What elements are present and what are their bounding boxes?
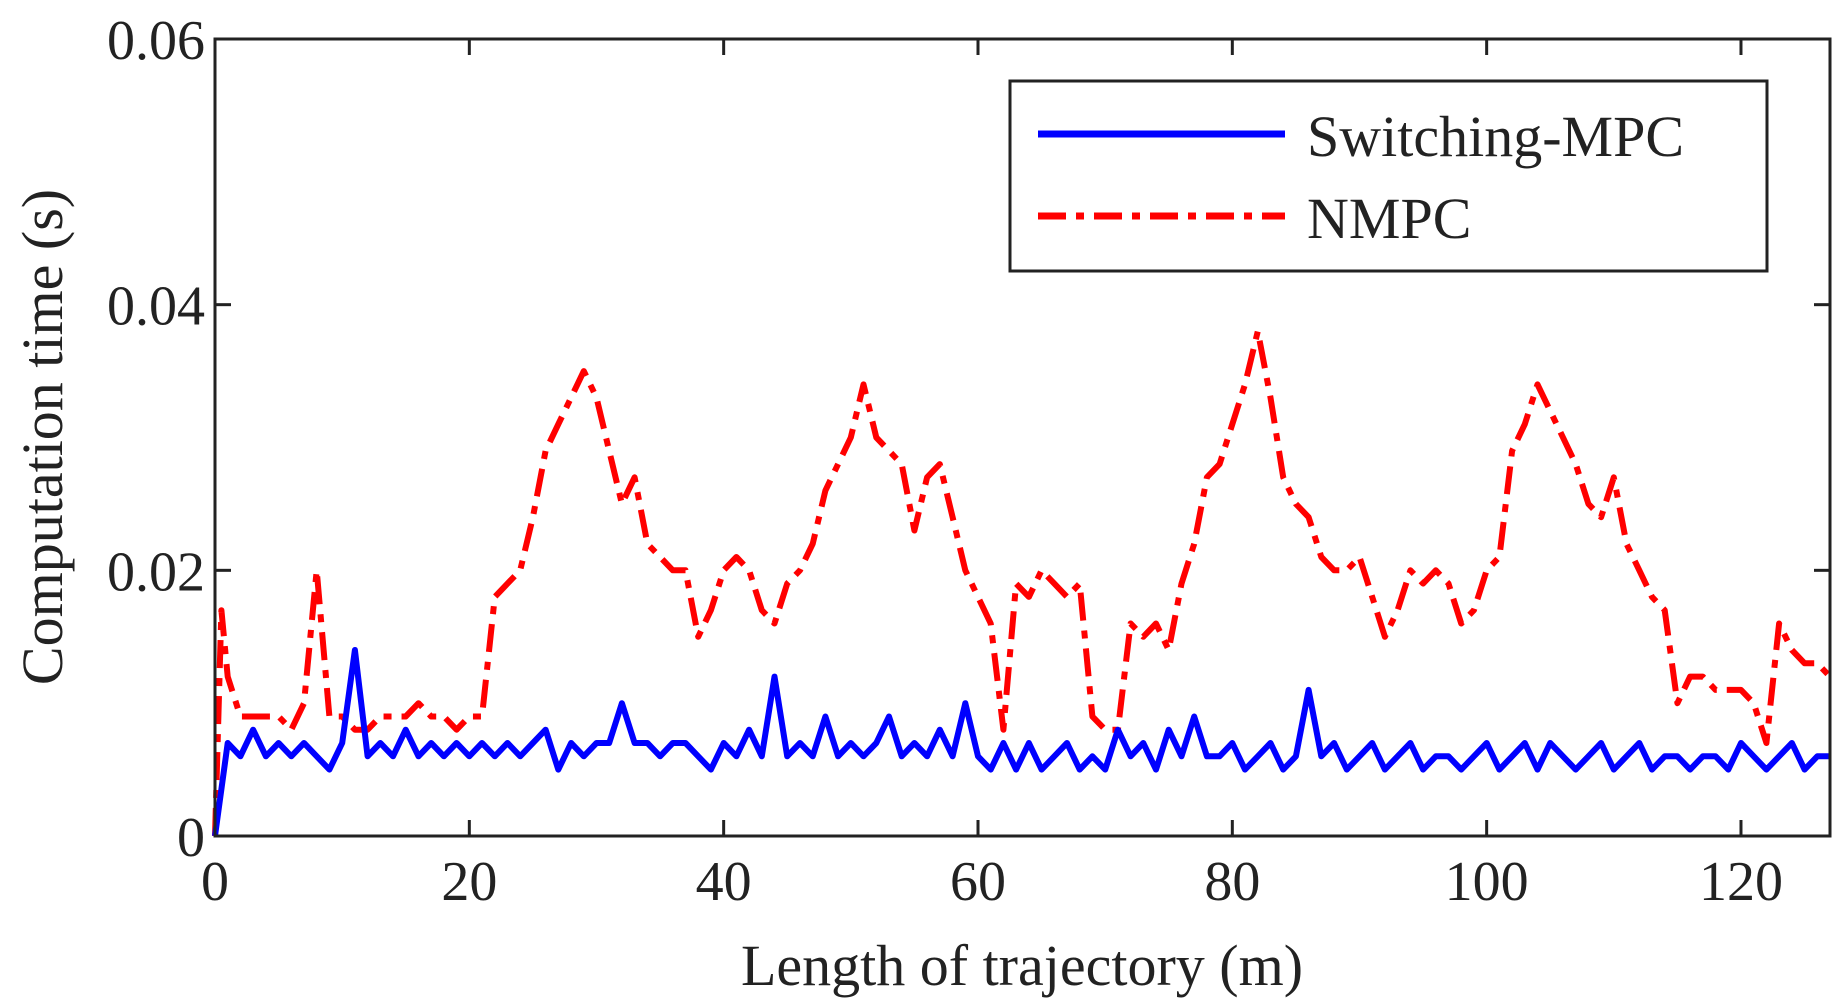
plot-frame	[213, 37, 1832, 838]
y-axis-label: Computation time (s)	[10, 189, 75, 685]
legend-box	[1008, 79, 1769, 273]
x-tick-label: 0	[201, 851, 229, 913]
series-line-switching-mpc	[212, 647, 1830, 837]
x-tick-label: 60	[950, 851, 1006, 913]
x-tick-label: 100	[1445, 851, 1529, 913]
series-layer	[212, 328, 1833, 837]
x-tick-label: 20	[441, 851, 497, 913]
x-tick-label: 120	[1699, 851, 1783, 913]
x-tick-label: 40	[696, 851, 752, 913]
y-tick-label: 0	[177, 807, 205, 869]
y-tick-label: 0.06	[107, 10, 205, 72]
y-tick-label: 0.02	[107, 541, 205, 603]
legend-label-switching-mpc: Switching-MPC	[1307, 104, 1684, 169]
x-tick-label: 80	[1204, 851, 1260, 913]
series-line-nmpc	[212, 328, 1833, 837]
ticks: 0 20 40 60 80 100 120 0 0.02 0.04 0.06	[107, 10, 1830, 913]
legend-label-nmpc: NMPC	[1307, 186, 1471, 251]
legend: Switching-MPC NMPC	[1008, 79, 1769, 273]
x-axis-label: Length of trajectory (m)	[741, 933, 1303, 998]
y-tick-label: 0.04	[107, 276, 205, 338]
